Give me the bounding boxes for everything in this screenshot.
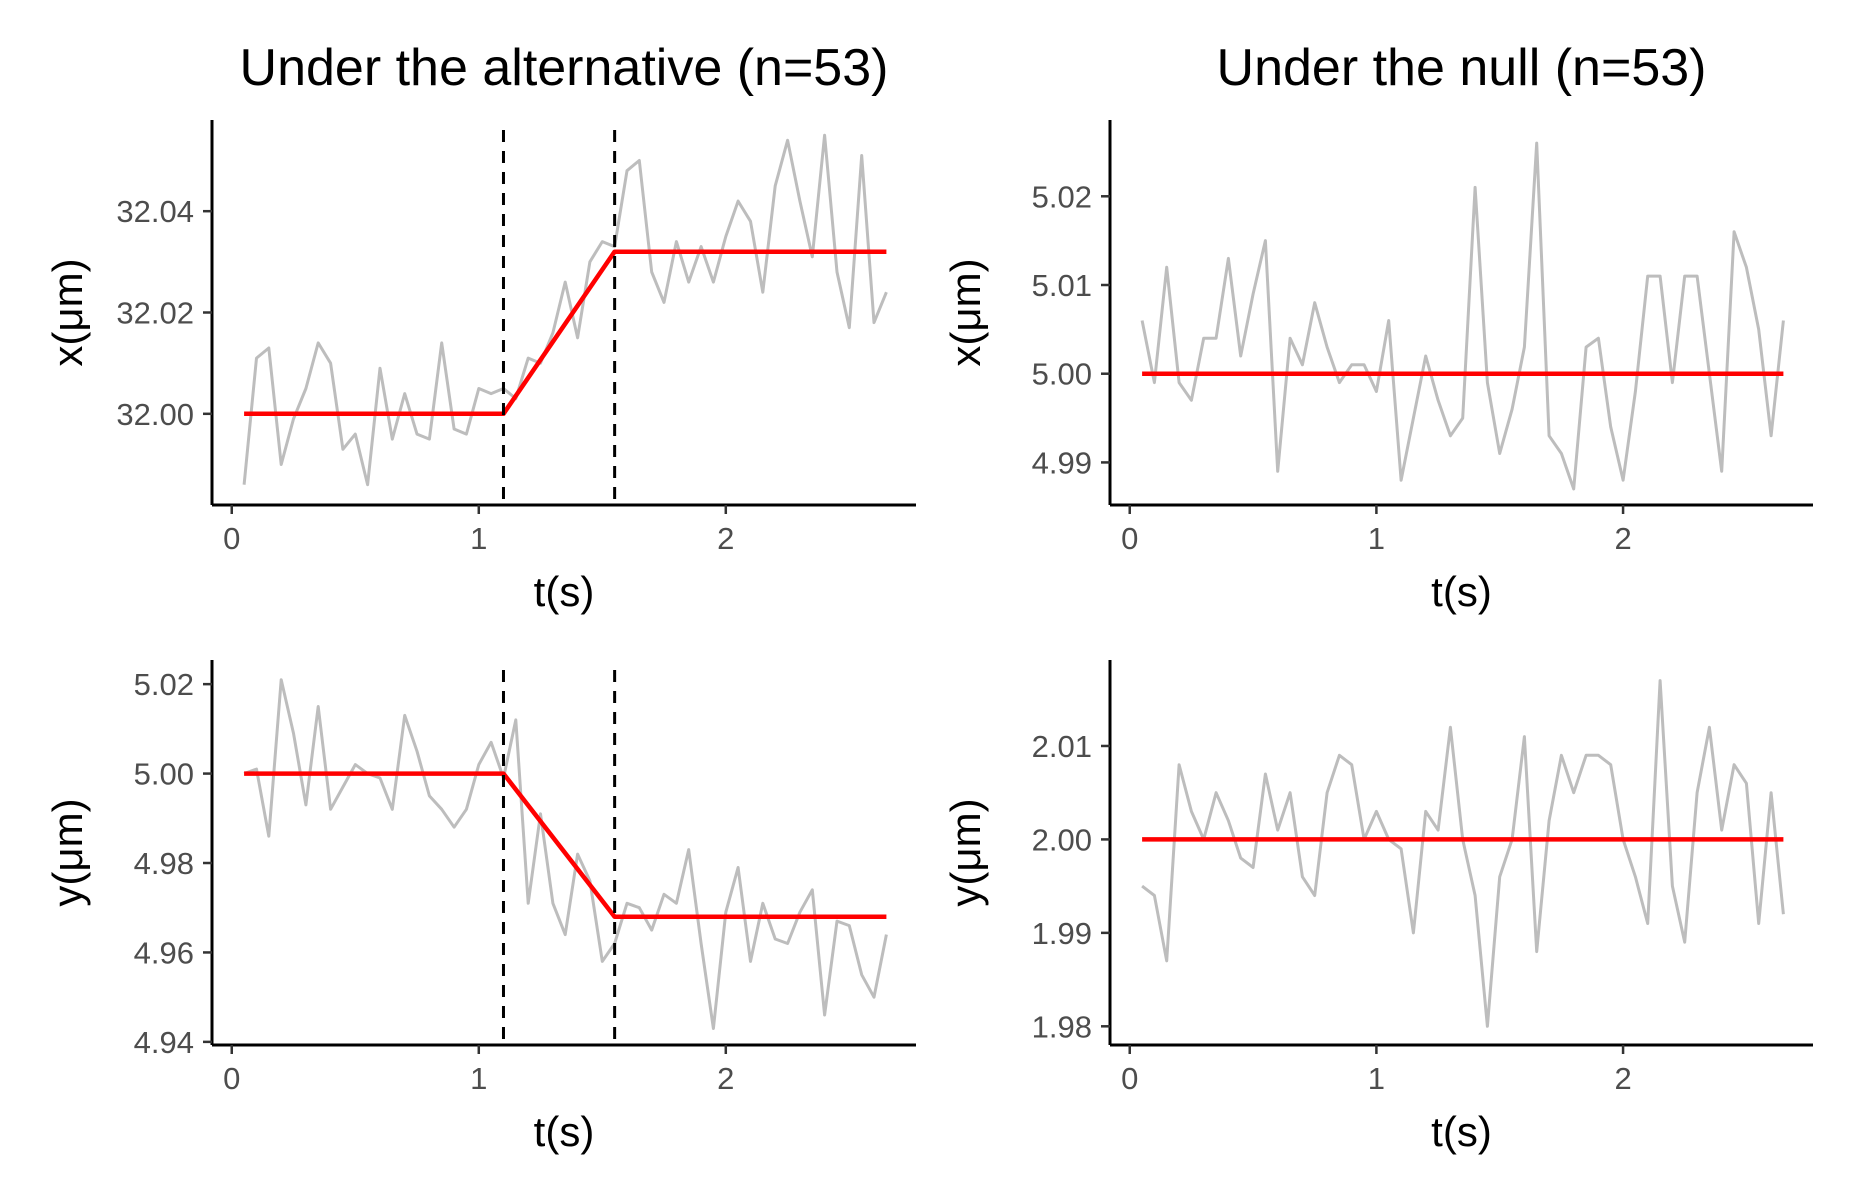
- panel-alternative-x: Under the alternative (n=53) 0 1 2 32.00 32.0…: [44, 39, 916, 615]
- y-tick-label-null-x: 5.02: [1032, 179, 1092, 214]
- x-tick-label-null-y: 0: [1121, 1061, 1138, 1096]
- y-axis-title-alternative-y: y(μm): [44, 798, 91, 906]
- x-axis-title-alternative-y: t(s): [534, 1108, 595, 1155]
- y-tick-label-null-y: 1.99: [1032, 916, 1092, 951]
- x-tick-label-alternative-y: 0: [223, 1061, 240, 1096]
- x-tick-label-alternative-y: 1: [470, 1061, 487, 1096]
- panel-alternative-y: 0 1 2 4.94 4.96 4.98 5.00 5.02 t(s) y(μm): [44, 660, 916, 1155]
- x-axis-title-alternative-x: t(s): [534, 568, 595, 615]
- x-tick-label-alternative-x: 1: [470, 521, 487, 556]
- x-tick-label-alternative-y: 2: [717, 1061, 734, 1096]
- y-tick-label-alternative-y: 5.02: [134, 667, 194, 702]
- x-tick-label-null-y: 1: [1368, 1061, 1385, 1096]
- y-axis-title-alternative-x: x(μm): [44, 258, 91, 366]
- y-tick-label-null-x: 4.99: [1032, 445, 1092, 480]
- fitted-line-alternative-y: [244, 771, 887, 919]
- x-tick-label-alternative-x: 0: [223, 521, 240, 556]
- chart-title-null-x: Under the null (n=53): [1217, 39, 1707, 97]
- fitted-line-alternative-x: [244, 249, 887, 417]
- y-axis-title-null-x: x(μm): [942, 258, 989, 366]
- y-tick-label-null-y: 1.98: [1032, 1009, 1092, 1044]
- y-tick-label-alternative-y: 4.96: [134, 935, 194, 970]
- y-tick-label-null-x: 5.00: [1032, 357, 1092, 392]
- x-tick-label-null-x: 0: [1121, 521, 1138, 556]
- y-tick-label-alternative-y: 4.98: [134, 846, 194, 881]
- y-tick-label-null-y: 2.01: [1032, 729, 1092, 764]
- y-tick-label-alternative-y: 4.94: [134, 1025, 194, 1060]
- y-tick-label-alternative-x: 32.04: [116, 194, 194, 229]
- x-tick-label-null-x: 1: [1368, 521, 1385, 556]
- x-tick-label-alternative-x: 2: [717, 521, 734, 556]
- x-axis-title-null-y: t(s): [1431, 1108, 1492, 1155]
- y-tick-label-alternative-x: 32.02: [116, 296, 194, 331]
- observed-series-line-null-x: [1140, 141, 1785, 491]
- observed-series-line-alternative-x: [242, 133, 888, 487]
- panel-null-y: 0 1 2 1.98 1.99 2.00 2.01 t(s) y(μm): [942, 660, 1813, 1155]
- panel-null-x: Under the null (n=53) 0 1 2 4.99 5.00 5.01 5.02…: [942, 39, 1813, 615]
- y-tick-label-alternative-x: 32.00: [116, 397, 194, 432]
- y-tick-label-null-y: 2.00: [1032, 822, 1092, 857]
- y-axis-title-null-y: y(μm): [942, 798, 989, 906]
- x-tick-label-null-y: 2: [1614, 1061, 1631, 1096]
- chart-title-alternative-x: Under the alternative (n=53): [240, 39, 889, 97]
- y-tick-label-alternative-y: 5.00: [134, 757, 194, 792]
- x-axis-title-null-x: t(s): [1431, 568, 1492, 615]
- x-tick-label-null-x: 2: [1614, 521, 1631, 556]
- y-tick-label-null-x: 5.01: [1032, 268, 1092, 303]
